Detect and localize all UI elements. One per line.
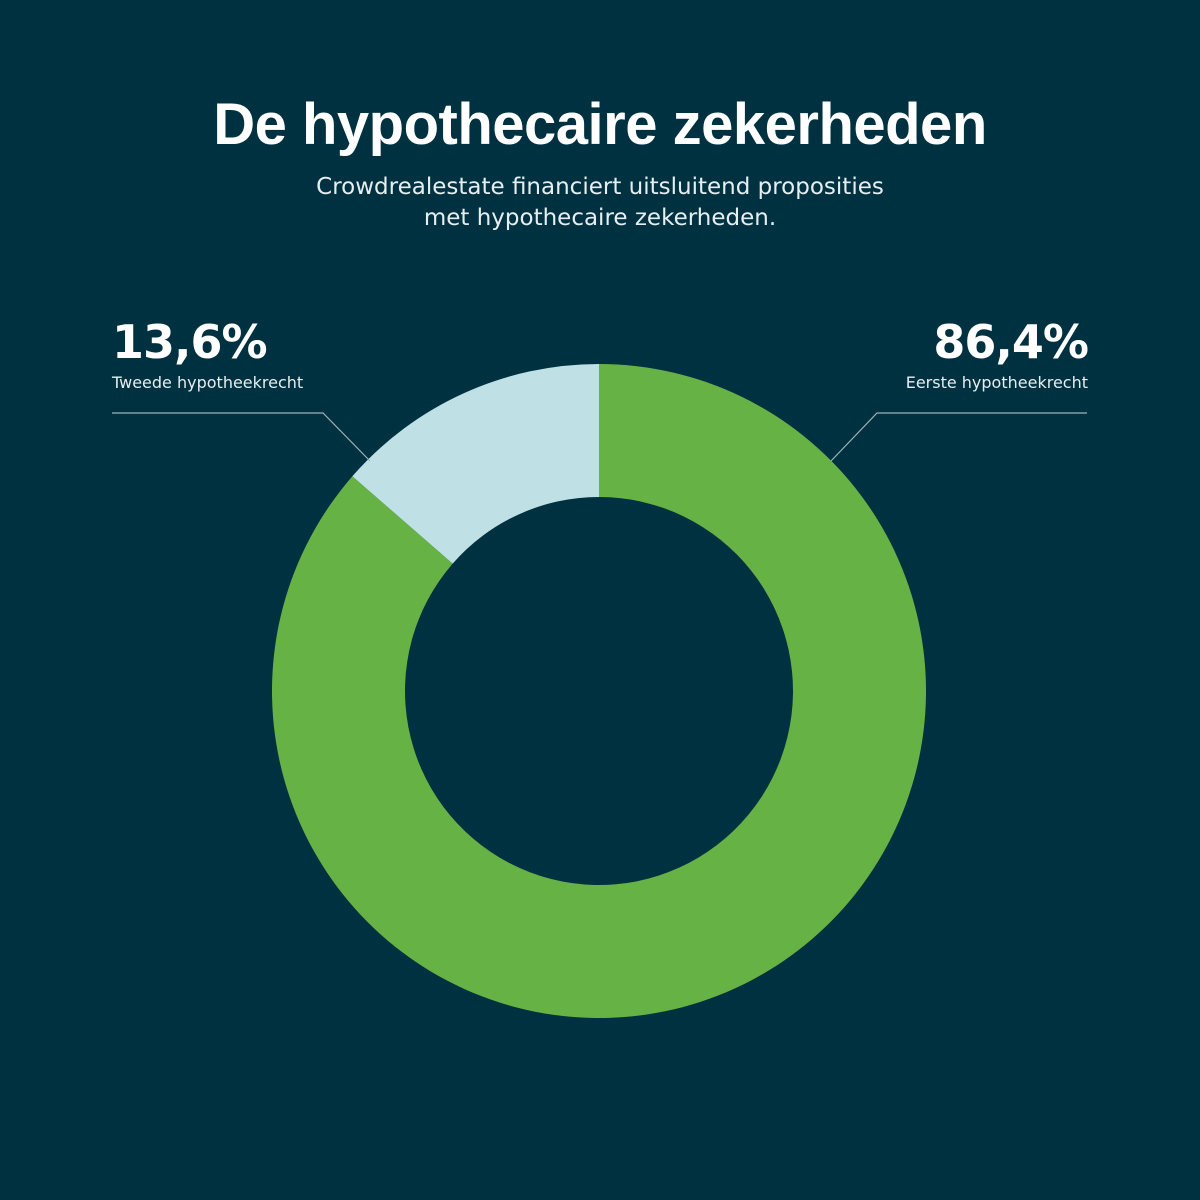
donut-slices [271,364,927,1019]
slice-value-label-eerste: 86,4% [933,315,1089,369]
leader-line-tweede [112,412,371,462]
chart-subtitle: Crowdrealestate financiert uitsluitend p… [250,172,950,234]
leader-lines [112,412,1087,462]
slice-name-label-eerste: Eerste hypotheekrecht [905,373,1088,392]
slice-value-label-tweede: 13,6% [112,315,268,369]
donut-slice-tweede [352,364,599,564]
donut-slice-eerste [271,364,927,1019]
chart-title: De hypothecaire zekerheden [213,92,987,157]
leader-line-eerste [830,412,1087,462]
slice-name-label-tweede: Tweede hypotheekrecht [112,373,304,392]
subtitle-line-2: met hypothecaire zekerheden. [423,205,777,231]
subtitle-line-1: Crowdrealestate financiert uitsluitend p… [316,174,884,200]
